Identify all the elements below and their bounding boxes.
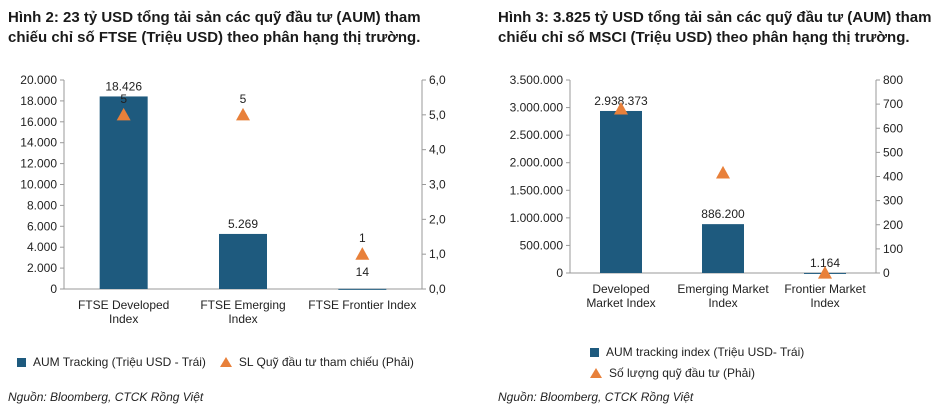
category-label: Emerging Market	[677, 282, 769, 296]
y-left-tick-label: 3.500.000	[510, 73, 564, 87]
legend-marker-label: Số lượng quỹ đầu tư (Phải)	[609, 366, 756, 380]
marker-triangle	[818, 266, 832, 279]
legend-bar: AUM tracking index (Triệu USD- Trái)	[590, 345, 804, 359]
y-left-tick-label: 4.000	[27, 240, 57, 254]
category-label: FTSE Frontier Index	[308, 298, 416, 312]
legend-marker-swatch	[590, 368, 602, 378]
y-left-tick-label: 14.000	[20, 136, 57, 150]
source-note: Nguồn: Bloomberg, CTCK Rồng Việt	[8, 390, 204, 404]
y-left-tick-label: 8.000	[27, 198, 57, 212]
y-right-tick-label: 300	[883, 194, 903, 208]
y-left-tick-label: 2.500.000	[510, 128, 564, 142]
y-left-tick-label: 2.000.000	[510, 156, 564, 170]
y-right-tick-label: 4,0	[429, 143, 446, 157]
bar-data-label: 18.426	[105, 79, 142, 93]
y-left-tick-label: 2.000	[27, 261, 57, 275]
bar-data-label: 5.269	[228, 217, 258, 231]
y-right-tick-label: 200	[883, 218, 903, 232]
marker-triangle	[716, 165, 730, 179]
y-left-tick-label: 20.000	[20, 73, 57, 87]
marker-data-label: 5	[120, 92, 127, 106]
bar	[219, 233, 267, 289]
category-label: Index	[109, 312, 138, 326]
chart-panel-ftse: Hình 2: 23 tỷ USD tổng tải sản các quỹ đ…	[8, 9, 446, 404]
bar-data-label: 14	[356, 265, 370, 279]
y-right-tick-label: 600	[883, 121, 903, 135]
legend: AUM Tracking (Triệu USD - Trái) SL Quỹ đ…	[17, 355, 414, 369]
category-label: FTSE Developed	[78, 298, 169, 312]
marker-triangle	[614, 101, 628, 115]
chart-title: Hình 2: 23 tỷ USD tổng tải sản các quỹ đ…	[8, 9, 421, 46]
y-right-tick-label: 800	[883, 73, 903, 87]
y-right-tick-label: 3,0	[429, 178, 446, 192]
y-left-tick-label: 0	[50, 282, 57, 296]
marker-data-label: 1	[359, 231, 366, 245]
y-right-tick-label: 0	[883, 266, 890, 280]
y-left-tick-label: 500.000	[520, 238, 564, 252]
category-label: Developed	[592, 282, 649, 296]
y-left-tick-label: 10.000	[20, 178, 57, 192]
y-left-tick-label: 3.000.000	[510, 101, 564, 115]
bar	[600, 110, 642, 273]
category-label: Index	[810, 296, 839, 310]
y-right-tick-label: 5,0	[429, 108, 446, 122]
legend-marker: Số lượng quỹ đầu tư (Phải)	[590, 366, 755, 380]
y-left-tick-label: 18.000	[20, 94, 57, 108]
legend-bar-swatch	[590, 347, 599, 357]
marker-triangle	[236, 107, 250, 121]
source-note: Nguồn: Bloomberg, CTCK Rồng Việt	[498, 390, 694, 404]
legend-bar-label: AUM tracking index (Triệu USD- Trái)	[606, 345, 805, 359]
legend-marker-label: SL Quỹ đầu tư tham chiếu (Phải)	[238, 355, 414, 369]
category-label: Market Index	[586, 296, 655, 310]
y-left-tick-label: 0	[556, 266, 563, 280]
y-right-tick-label: 700	[883, 97, 903, 111]
y-right-tick-label: 500	[883, 145, 903, 159]
category-label: Index	[708, 296, 737, 310]
ftse-chart-plot: 0 2.000 4.000 6.000 8.000 10.000 12.000 14.000 1…	[20, 73, 446, 326]
y-left-tick-label: 1.500.000	[510, 183, 564, 197]
bar-data-label: 886.200	[701, 207, 745, 221]
chart-title: Hình 3: 3.825 tỷ USD tổng tải sản các qu…	[498, 9, 932, 46]
y-left-tick-label: 16.000	[20, 115, 57, 129]
y-right-tick-label: 400	[883, 170, 903, 184]
category-label: FTSE Emerging	[200, 298, 285, 312]
category-label: Index	[228, 312, 257, 326]
y-right-tick-label: 1,0	[429, 247, 446, 261]
bar-data-label: 2.938.373	[594, 94, 648, 108]
legend-bar-swatch	[17, 357, 26, 367]
y-right-tick-label: 0,0	[429, 282, 446, 296]
marker-triangle	[116, 107, 131, 121]
category-label: Frontier Market	[784, 282, 866, 296]
y-right-tick-label: 100	[883, 242, 903, 256]
y-left-tick-label: 12.000	[20, 157, 57, 171]
marker-triangle	[355, 247, 370, 260]
chart-panel-msci: Hình 3: 3.825 tỷ USD tổng tải sản các qu…	[470, 0, 939, 418]
bar	[338, 288, 387, 290]
bar	[702, 224, 744, 273]
msci-chart-plot: 0 500.000 1.000.000 1.500.000 2.000.000 2.500…	[510, 73, 904, 310]
y-right-tick-label: 6,0	[429, 73, 446, 87]
legend-bar-label: AUM Tracking (Triệu USD - Trái)	[33, 355, 206, 369]
y-left-tick-label: 1.000.000	[510, 211, 564, 225]
legend-marker-swatch	[219, 357, 232, 367]
bar-data-label: 1.164	[810, 256, 840, 270]
y-right-tick-label: 2,0	[429, 212, 446, 226]
y-left-tick-label: 6.000	[27, 219, 57, 233]
bar	[99, 96, 148, 289]
marker-data-label: 5	[240, 92, 247, 106]
